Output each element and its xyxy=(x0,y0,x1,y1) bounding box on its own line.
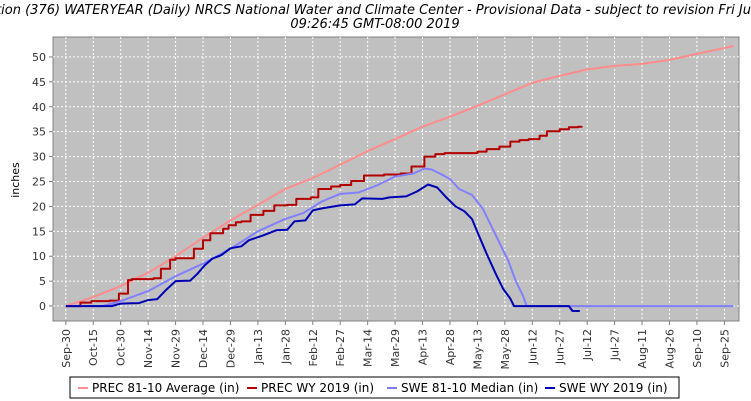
series-line-1 xyxy=(65,45,734,308)
legend-label-4: SWE WY 2019 (in) xyxy=(559,381,668,395)
x-tick-label: Apr-13 xyxy=(417,329,430,365)
x-tick-label: Sep-25 xyxy=(718,329,731,368)
x-axis: Sep-30 Oct-15 Oct-30 Nov-14 Nov-29 Dec-14 Dec-… xyxy=(60,321,731,370)
legend-label-3: SWE 81-10 Median (in) xyxy=(401,381,538,395)
plot-area xyxy=(52,36,740,322)
x-tick-label: Jun-27 xyxy=(554,329,567,365)
x-tick-label: Mar-29 xyxy=(389,329,402,367)
y-tick-label: 50 xyxy=(32,51,46,64)
y-axis: 0 5 10 15 20 25 30 35 40 45 50 xyxy=(32,51,53,313)
y-tick-label: 25 xyxy=(32,175,46,188)
y-tick-label: 10 xyxy=(32,250,46,263)
legend-box xyxy=(69,376,680,399)
legend: PREC 81-10 Average (in) PREC WY 2019 (in)… xyxy=(69,376,680,399)
x-tick-label: Nov-29 xyxy=(170,329,183,368)
x-tick-label: Oct-30 xyxy=(115,329,128,366)
x-tick-label: May-28 xyxy=(499,329,512,370)
chart-title-line2: 09:26:45 GMT-08:00 2019 xyxy=(290,17,459,32)
legend-label-2: PREC WY 2019 (in) xyxy=(261,381,374,395)
y-tick-label: 30 xyxy=(32,151,46,164)
x-tick-label: Aug-11 xyxy=(636,329,649,368)
x-tick-label: Sep-10 xyxy=(691,329,704,368)
x-tick-label: Dec-29 xyxy=(224,329,237,368)
y-tick-label: 40 xyxy=(32,101,46,114)
x-tick-label: Dec-14 xyxy=(197,329,210,368)
x-tick-label: Sep-30 xyxy=(60,329,73,368)
x-tick-label: Nov-14 xyxy=(142,329,155,368)
y-tick-label: 0 xyxy=(39,300,46,313)
x-tick-label: Mar-14 xyxy=(362,329,375,367)
y-tick-label: 15 xyxy=(32,225,46,238)
x-tick-label: Jul-27 xyxy=(609,329,622,361)
legend-label-1: PREC 81-10 Average (in) xyxy=(92,381,239,395)
series-line-4 xyxy=(65,183,580,312)
x-tick-label: Jan-13 xyxy=(252,329,265,365)
x-tick-label: Aug-26 xyxy=(663,329,676,368)
chart-title-line1: Station (376) WATERYEAR (Daily) NRCS Nat… xyxy=(0,3,751,18)
series-line-2 xyxy=(65,125,583,308)
y-tick-label: 5 xyxy=(39,275,46,288)
y-tick-label: 20 xyxy=(32,200,46,213)
x-tick-label: Apr-28 xyxy=(444,329,457,365)
x-tick-label: Jan-28 xyxy=(279,329,292,365)
x-tick-label: Jun-12 xyxy=(526,329,539,365)
series-lines xyxy=(65,45,734,312)
x-tick-label: Jul-12 xyxy=(581,329,594,361)
x-tick-label: Feb-27 xyxy=(334,329,347,366)
x-tick-label: May-13 xyxy=(471,329,484,370)
series-line-3 xyxy=(65,167,734,308)
y-axis-label: inches xyxy=(9,162,22,198)
x-tick-label: Feb-12 xyxy=(307,329,320,366)
y-tick-label: 35 xyxy=(32,126,46,139)
y-tick-label: 45 xyxy=(32,76,46,89)
x-tick-label: Oct-15 xyxy=(87,329,100,366)
